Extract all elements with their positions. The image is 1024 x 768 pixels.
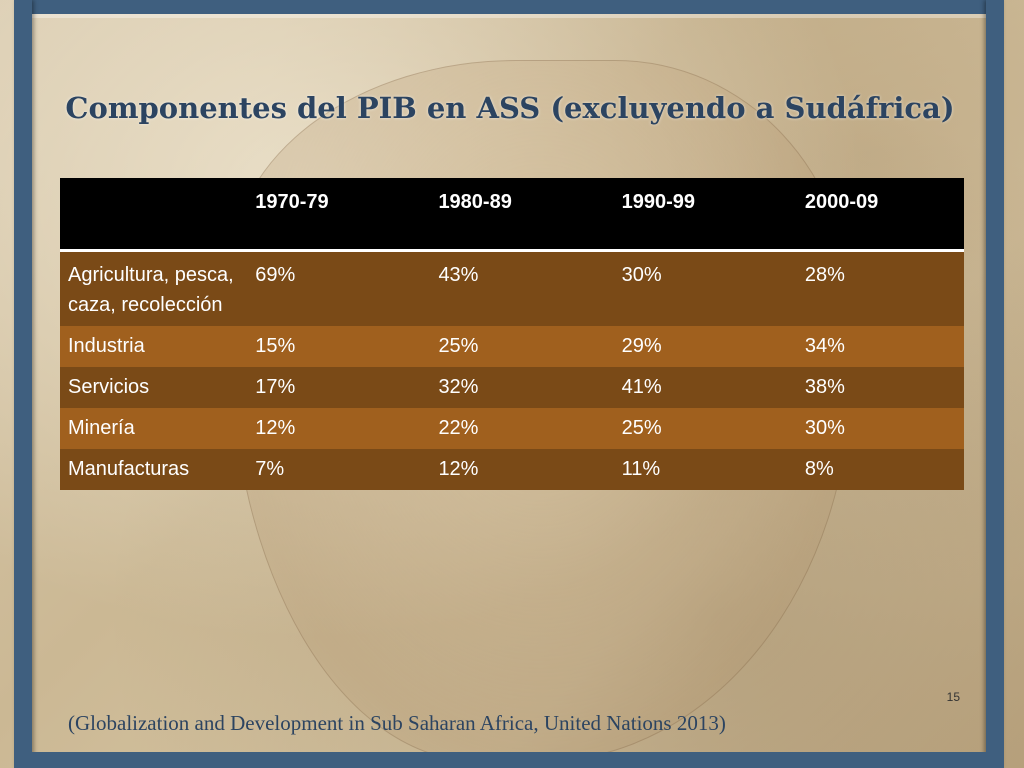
table-cell: 38% <box>804 375 845 398</box>
table-cell: 8% <box>804 457 834 480</box>
table-cell: 11% <box>621 457 661 480</box>
table-cell: 25% <box>438 334 479 357</box>
frame-right <box>986 0 1004 768</box>
frame-left <box>14 0 32 768</box>
row-label: Servicios <box>68 375 150 398</box>
table-cell: 30% <box>804 416 845 439</box>
table-cell: 15% <box>255 334 296 357</box>
table-cell: 30% <box>621 263 662 286</box>
table-cell: 12% <box>255 416 296 439</box>
table-row: Servicios 17% 32% 41% 38% <box>60 366 964 408</box>
row-label: Manufacturas <box>68 457 190 480</box>
table-cell: 29% <box>621 334 662 357</box>
table-cell: 25% <box>621 416 662 439</box>
table-cell: 28% <box>804 263 845 286</box>
table-cell: 34% <box>804 334 845 357</box>
header-cell-1970-79: 1970-79 <box>247 178 431 252</box>
frame-highlight <box>32 14 986 18</box>
table-cell: 41% <box>621 375 662 398</box>
header-cell-1980-89: 1980-89 <box>430 178 614 252</box>
table-cell: 69% <box>255 263 296 286</box>
table-cell: 7% <box>255 457 285 480</box>
header-cell-2000-09: 2000-09 <box>796 178 964 252</box>
gdp-components-table: 1970-79 1980-89 1990-99 2000-09 Agricult… <box>60 178 964 490</box>
map-landmass <box>230 60 852 762</box>
row-label: Agricultura, pesca, caza, recolección <box>68 263 234 316</box>
table-cell: 12% <box>438 457 479 480</box>
table-cell: 22% <box>438 416 479 439</box>
table-cell: 17% <box>255 375 296 398</box>
table-cell: 32% <box>438 375 479 398</box>
header-cell-1990-99: 1990-99 <box>613 178 797 252</box>
table-row: Manufacturas 7% 12% 11% 8% <box>60 448 964 490</box>
source-citation: (Globalization and Development in Sub Sa… <box>68 711 726 735</box>
row-label: Minería <box>68 416 135 439</box>
header-cell-empty <box>60 178 248 252</box>
table-header-row: 1970-79 1980-89 1990-99 2000-09 <box>60 178 964 252</box>
table-row: Minería 12% 22% 25% 30% <box>60 407 964 449</box>
row-label: Industria <box>68 334 145 357</box>
slide-title: Componentes del PIB en ASS (excluyendo a… <box>65 91 955 125</box>
table-row: Agricultura, pesca, caza, recolección 69… <box>60 250 964 326</box>
page-number: 15 <box>946 690 960 704</box>
table-row: Industria 15% 25% 29% 34% <box>60 325 964 367</box>
frame-top <box>14 0 1004 14</box>
frame-bottom <box>14 752 1004 768</box>
table-cell: 43% <box>438 263 479 286</box>
